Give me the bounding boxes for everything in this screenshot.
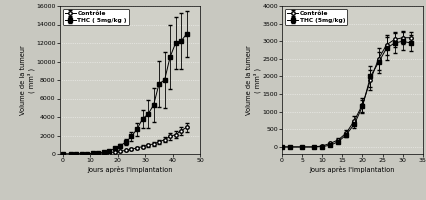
Y-axis label: Volume de la tumeur
( mm³ ): Volume de la tumeur ( mm³ ) xyxy=(246,45,260,115)
X-axis label: Jours après l'implantation: Jours après l'implantation xyxy=(309,166,394,173)
Legend: Contrôle, THC ( 5mg/kg ): Contrôle, THC ( 5mg/kg ) xyxy=(63,9,129,25)
X-axis label: Jours après l'implantation: Jours après l'implantation xyxy=(87,166,173,173)
Y-axis label: Volume de la tumeur
( mm³ ): Volume de la tumeur ( mm³ ) xyxy=(20,45,35,115)
Legend: Contrôle, THC (5mg/kg): Contrôle, THC (5mg/kg) xyxy=(284,9,347,25)
